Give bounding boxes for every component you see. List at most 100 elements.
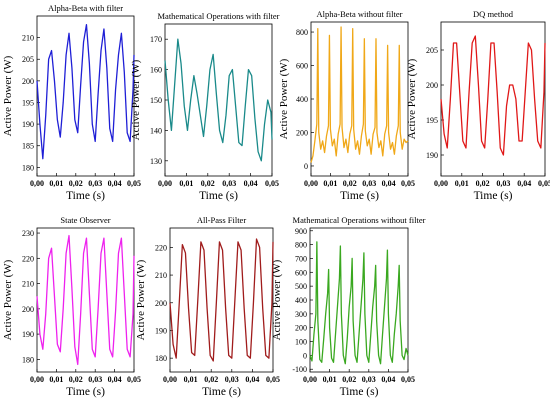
x-tick-label: 0,05: [538, 179, 550, 188]
x-tick-label: 0,05: [401, 179, 415, 188]
x-tick-label: 0,04: [108, 179, 122, 188]
y-tick-label: 0: [303, 351, 307, 360]
y-axis-label: Active Power (W): [2, 259, 14, 340]
y-tick-label: 200: [426, 81, 438, 90]
chart-title: Alpha-Beta without filter: [317, 9, 403, 19]
x-tick-label: 0,05: [127, 179, 141, 188]
x-tick-label: 0,00: [434, 179, 448, 188]
y-tick-label: 160: [150, 66, 162, 75]
x-tick-label: 0,04: [244, 179, 258, 188]
y-axis-label: Active Power (W): [271, 259, 283, 340]
plot-frame: [169, 227, 274, 373]
x-tick-label: 0,04: [245, 375, 259, 384]
x-axis-label: Time (s): [199, 190, 238, 202]
x-tick-label: 0,03: [496, 179, 510, 188]
x-tick-label: 0,01: [455, 179, 469, 188]
y-tick-label: 230: [22, 229, 34, 238]
x-tick-label: 0,00: [303, 375, 317, 384]
x-axis-label: Time (s): [202, 386, 241, 398]
y-tick-label: 205: [426, 46, 438, 55]
x-tick-label: 0,03: [88, 375, 102, 384]
y-tick-label: 400: [296, 95, 308, 104]
x-tick-label: 0,00: [304, 179, 318, 188]
x-tick-label: 0,04: [108, 375, 122, 384]
x-tick-label: 0,04: [381, 375, 395, 384]
y-tick-label: 200: [155, 299, 167, 308]
series-line: [309, 241, 409, 365]
plot-frame: [164, 23, 273, 177]
y-tick-label: 300: [295, 310, 307, 319]
y-tick-label: 220: [22, 254, 34, 263]
y-tick-label: 600: [295, 268, 307, 277]
y-tick-label: 150: [150, 96, 162, 105]
x-tick-label: 0,02: [342, 375, 356, 384]
x-tick-label: 0,01: [323, 179, 337, 188]
x-tick-label: 0,02: [201, 179, 215, 188]
x-axis-label: Time (s): [474, 190, 513, 202]
y-tick-label: 200: [22, 77, 34, 86]
y-tick-label: 900: [295, 227, 307, 236]
y-tick-label: 180: [155, 354, 167, 363]
x-tick-label: 0,04: [382, 179, 396, 188]
chart-title: All-Pass Filter: [197, 215, 247, 225]
y-tick-label: 200: [22, 305, 34, 314]
y-tick-label: 190: [22, 330, 34, 339]
chart-panel-1: Alpha-Beta with filter 0,00 0,01 0,02 0,03 0,…: [2, 3, 141, 202]
x-tick-label: 0,02: [476, 179, 490, 188]
x-tick-label: 0,00: [163, 375, 177, 384]
y-tick-label: 210: [155, 271, 167, 280]
series-line: [310, 26, 409, 163]
y-axis-label: Active Power (W): [406, 58, 418, 139]
y-tick-label: 400: [295, 296, 307, 305]
y-tick-label: 0: [304, 162, 308, 171]
chart-panel-5: State Observer 0,00 0,01 0,02 0,03 0,04 0,05 18…: [2, 215, 141, 398]
x-tick-label: 0,05: [401, 375, 415, 384]
x-tick-label: 0,02: [343, 179, 357, 188]
x-tick-label: 0,01: [323, 375, 337, 384]
x-tick-label: 0,05: [266, 375, 280, 384]
x-tick-label: 0,03: [222, 179, 236, 188]
chart-panel-2: Mathematical Operations with filter 0,00 0…: [130, 11, 280, 202]
chart-title: DQ method: [473, 9, 514, 19]
x-tick-label: 0,01: [184, 375, 198, 384]
x-tick-label: 0,05: [127, 375, 141, 384]
y-tick-label: 190: [155, 326, 167, 335]
chart-title: State Observer: [60, 215, 110, 225]
y-tick-label: 190: [22, 120, 34, 129]
y-tick-label: 130: [150, 157, 162, 166]
x-tick-label: 0,00: [158, 179, 172, 188]
y-tick-label: 170: [150, 35, 162, 44]
y-tick-label: 205: [22, 55, 34, 64]
y-tick-label: 140: [150, 126, 162, 135]
y-tick-label: 190: [426, 151, 438, 160]
series-line: [169, 238, 274, 362]
y-tick-label: 500: [295, 282, 307, 291]
x-tick-label: 0,02: [204, 375, 218, 384]
chart-title: Mathematical Operations without filter: [293, 215, 426, 225]
y-tick-label: 180: [22, 163, 34, 172]
y-tick-label: 210: [22, 280, 34, 289]
plot-frame: [36, 15, 135, 177]
y-tick-label: 210: [22, 34, 34, 43]
series-line: [440, 35, 546, 156]
chart-panel-7: Mathematical Operations without filter 0,…: [271, 215, 426, 398]
x-tick-label: 0,01: [49, 375, 63, 384]
y-tick-label: 220: [155, 243, 167, 252]
y-tick-label: 100: [295, 338, 307, 347]
chart-panel-4: DQ method 0,00 0,01 0,02 0,03 0,04 0,05 190 195 2…: [406, 9, 550, 202]
y-tick-label: 800: [296, 28, 308, 37]
series-line: [36, 234, 135, 366]
y-tick-label: 200: [295, 324, 307, 333]
chart-title: Alpha-Beta with filter: [48, 3, 123, 13]
y-tick-label: 180: [22, 355, 34, 364]
y-tick-label: 700: [295, 254, 307, 263]
y-axis-label: Active Power (W): [130, 59, 142, 140]
x-tick-label: 0,03: [362, 179, 376, 188]
chart-panel-6: All-Pass Filter 0,00 0,01 0,02 0,03 0,04 0,05 1…: [135, 215, 280, 398]
x-axis-label: Time (s): [66, 190, 105, 202]
x-tick-label: 0,02: [69, 375, 83, 384]
series-line: [164, 38, 273, 162]
y-tick-label: 200: [296, 128, 308, 137]
x-tick-label: 0,02: [69, 179, 83, 188]
